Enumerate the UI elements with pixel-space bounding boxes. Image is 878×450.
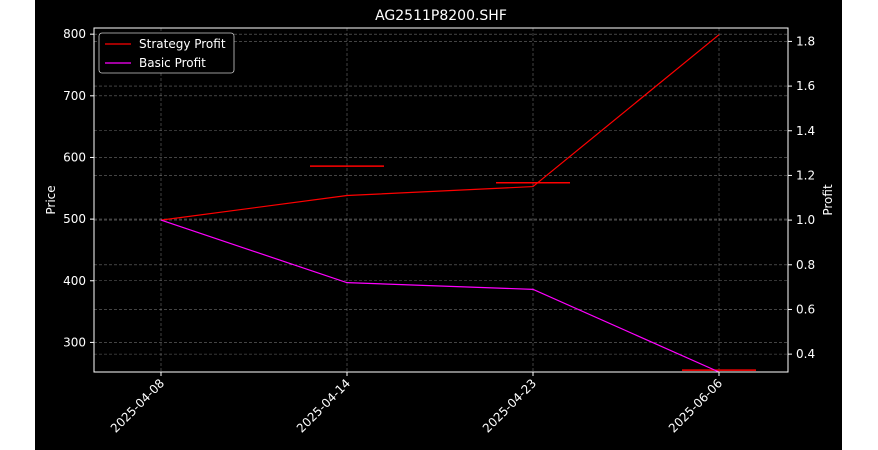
y-axis-label: Price [44,185,58,214]
y2-tick-label: 1.0 [796,213,815,227]
y-tick-label: 700 [63,89,86,103]
y2-tick-label: 1.4 [796,124,815,138]
plot-frame [93,27,789,373]
legend-label: Basic Profit [139,56,206,70]
chart-figure: 300 400 500 600 700 800 0.4 0.6 0.8 1.0 1.2 1.4 1.6… [35,0,842,450]
y-tick-label: 500 [63,212,86,226]
y2-tick-label: 1.6 [796,79,815,93]
x-tick-label: 2025-06-06 [666,376,725,435]
x-tick-label: 2025-04-14 [294,376,353,435]
x-tick-label: 2025-04-08 [108,376,167,435]
chart-svg: 300 400 500 600 700 800 0.4 0.6 0.8 1.0 1.2 1.4 1.6… [44,8,835,435]
y-axis-right: 0.4 0.6 0.8 1.0 1.2 1.4 1.6 1.8 [788,34,815,361]
legend: Strategy Profit Basic Profit [98,32,235,74]
price-marks [310,165,756,371]
y2-axis-label: Profit [821,184,835,216]
x-axis: 2025-04-08 2025-04-14 2025-04-23 2025-06-06 [108,372,725,435]
y-tick-label: 400 [63,274,86,288]
y2-tick-label: 1.8 [796,34,815,48]
y2-tick-label: 1.2 [796,168,815,182]
y2-tick-label: 0.8 [796,258,815,272]
legend-label: Strategy Profit [139,37,226,51]
series-line [160,219,720,373]
x-tick-label: 2025-04-23 [480,376,539,435]
y2-tick-label: 0.6 [796,302,815,316]
legend-box [98,32,235,74]
y-tick-label: 600 [63,150,86,164]
y-axis-left: 300 400 500 600 700 800 [63,27,94,349]
y-tick-label: 800 [63,27,86,41]
series-lines [160,34,720,373]
y2-tick-label: 0.4 [796,347,815,361]
y-tick-label: 300 [63,335,86,349]
chart-title: AG2511P8200.SHF [375,8,507,24]
grid [94,28,788,372]
series-line [160,34,720,221]
